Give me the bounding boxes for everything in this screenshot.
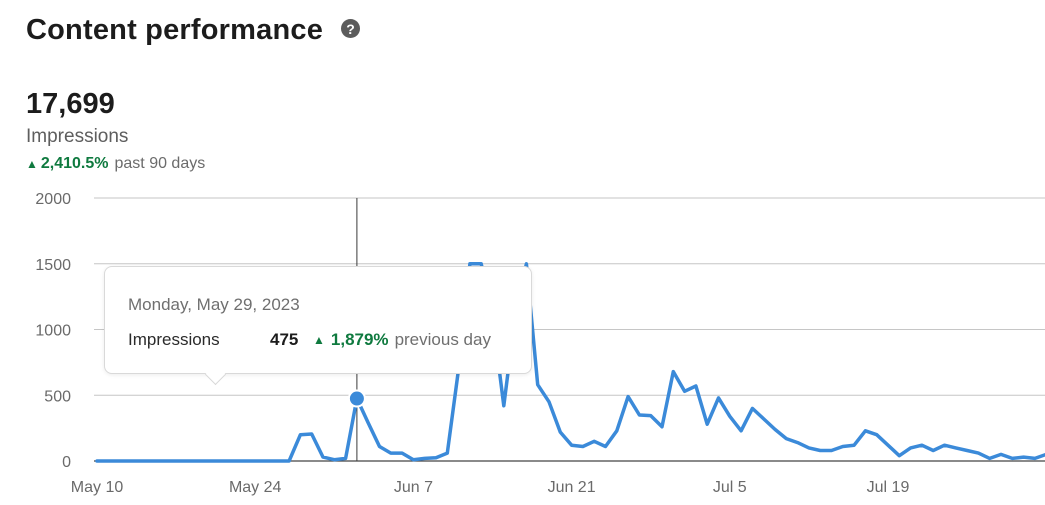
header: Content performance ? [26, 14, 361, 47]
y-tick-label: 500 [44, 388, 71, 405]
y-tick-label: 1000 [35, 323, 71, 340]
question-circle-icon[interactable]: ? [341, 19, 361, 38]
x-tick-label: Jul 19 [867, 479, 910, 496]
highlight-point[interactable] [347, 389, 366, 408]
x-tick-label: Jun 7 [394, 479, 433, 496]
impressions-series-line [95, 262, 1045, 463]
impressions-label: Impressions [26, 126, 129, 147]
y-tick-label: 0 [62, 454, 71, 471]
tooltip-date: Monday, May 29, 2023 [128, 295, 300, 314]
tooltip-change-percent: 1,879% [330, 330, 389, 349]
up-triangle-icon: ▲ [26, 157, 38, 171]
tooltip-row: Impressions 475 ▲ 1,879% previous day [128, 330, 518, 350]
x-tick-label: Jun 21 [548, 479, 596, 496]
tooltip-label: Impressions [128, 330, 220, 349]
tooltip-change-text: previous day [394, 330, 491, 349]
y-tick-label: 2000 [35, 191, 71, 208]
x-tick-label: May 10 [71, 479, 124, 496]
change-period: past 90 days [114, 155, 206, 172]
page-title: Content performance [26, 14, 324, 46]
x-tick-label: May 24 [229, 479, 282, 496]
x-tick-label: Jul 5 [713, 479, 747, 496]
impressions-total: 17,699 [26, 88, 115, 120]
tooltip-value: 475 [270, 330, 299, 349]
up-triangle-icon: ▲ [313, 333, 325, 347]
y-tick-label: 1500 [35, 257, 71, 274]
change-percent: 2,410.5% [40, 155, 109, 172]
chart-tooltip: Monday, May 29, 2023 Impressions 475 ▲ 1… [104, 266, 532, 374]
impressions-change: ▲ 2,410.5% past 90 days [26, 155, 205, 173]
